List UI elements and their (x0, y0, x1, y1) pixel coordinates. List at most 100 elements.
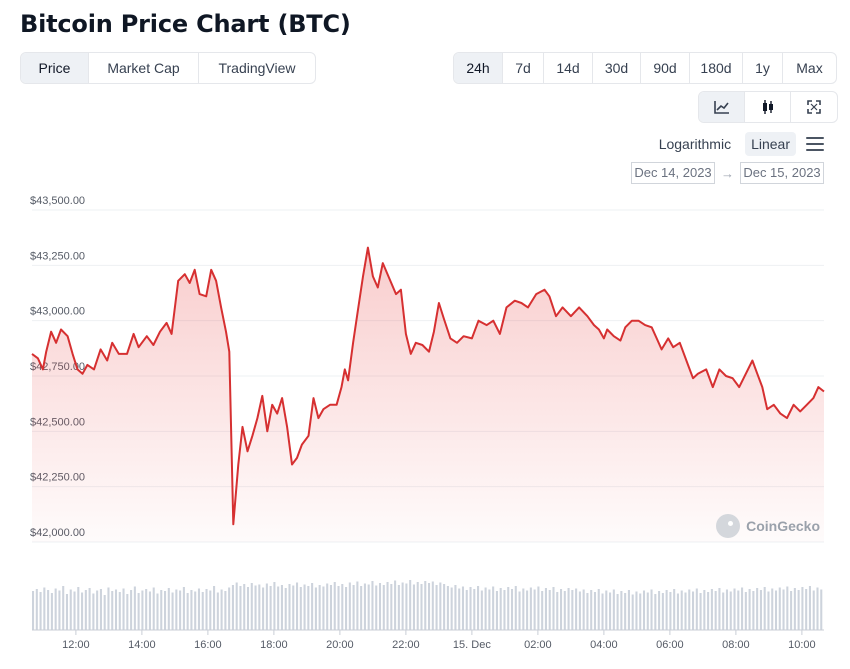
volume-bar (676, 593, 679, 630)
volume-bar (277, 586, 280, 630)
volume-bar (805, 589, 808, 630)
scale-linear[interactable]: Linear (745, 132, 796, 156)
range-1y[interactable]: 1y (743, 53, 783, 83)
range-24h[interactable]: 24h (454, 53, 503, 83)
volume-bar (669, 592, 672, 630)
volume-bar (575, 588, 578, 630)
volume-bar (118, 592, 121, 630)
volume-bar (782, 589, 785, 630)
volume-bar (631, 594, 634, 630)
x-tick-label: 18:00 (260, 639, 288, 651)
volume-bar (790, 591, 793, 630)
volume-bar (593, 592, 597, 630)
volume-bar (145, 589, 148, 630)
volume-bar (258, 584, 261, 630)
volume-bar (680, 590, 683, 630)
volume-bar (492, 586, 495, 630)
price-chart[interactable]: $43,500.00$43,250.00$43,000.00$42,750.00… (0, 190, 850, 669)
volume-bar (688, 589, 691, 630)
volume-bar (220, 589, 223, 630)
volume-bar (548, 590, 551, 630)
volume-bar (337, 586, 340, 630)
date-to-input[interactable] (740, 162, 824, 184)
volume-bar (518, 591, 521, 630)
page-title: Bitcoin Price Chart (BTC) (20, 10, 351, 38)
range-30d[interactable]: 30d (593, 53, 641, 83)
volume-bar (495, 591, 498, 630)
volume-bar (69, 589, 72, 630)
scale-logarithmic[interactable]: Logarithmic (658, 136, 732, 152)
volume-bar (92, 593, 95, 630)
volume-bar (639, 593, 642, 630)
volume-bar (77, 587, 80, 630)
volume-bar (526, 590, 529, 630)
volume-bar (35, 589, 38, 630)
range-tabs: 24h 7d 14d 30d 90d 180d 1y Max (453, 52, 837, 84)
volume-bar (744, 592, 747, 630)
line-chart-button[interactable] (699, 92, 745, 122)
volume-bar (84, 590, 87, 630)
volume-bar (194, 591, 197, 630)
volume-bar (692, 591, 695, 630)
volume-bar (786, 586, 789, 630)
volume-bar (356, 581, 359, 630)
volume-bar (503, 590, 506, 630)
volume-bar (522, 588, 525, 630)
volume-bar (164, 591, 167, 630)
range-max[interactable]: Max (796, 60, 823, 76)
volume-bar (507, 587, 510, 630)
volume-bar (156, 593, 159, 630)
volume-bar (179, 590, 182, 630)
volume-bar (654, 594, 657, 630)
menu-icon[interactable] (806, 137, 824, 151)
volume-bar (665, 590, 668, 630)
volume-bar (590, 590, 593, 630)
volume-bar (209, 590, 212, 630)
volume-bar (367, 584, 370, 630)
volume-bar (480, 590, 483, 630)
volume-bar (537, 586, 540, 630)
tab-price[interactable]: Price (21, 53, 89, 83)
tab-market-cap[interactable]: Market Cap (89, 53, 199, 83)
volume-bar (748, 589, 751, 630)
volume-bar (650, 589, 653, 630)
date-from-input[interactable] (631, 162, 715, 184)
volume-bar (96, 590, 99, 630)
volume-bar (141, 590, 144, 630)
volume-bar (39, 592, 42, 630)
volume-bar (371, 581, 374, 630)
y-tick-label: $43,000.00 (30, 306, 85, 318)
volume-bar (329, 585, 333, 630)
volume-bar (454, 585, 457, 630)
candlestick-button[interactable] (745, 92, 791, 122)
volume-bar (311, 583, 314, 630)
x-tick-label: 02:00 (524, 639, 552, 651)
volume-bar (563, 591, 566, 630)
volume-bar (514, 586, 517, 630)
volume-bar (552, 587, 555, 630)
volume-bar (416, 582, 419, 630)
volume-bar (778, 587, 781, 630)
volume-bar (461, 586, 465, 630)
volume-bar (201, 592, 204, 630)
volume-bar (216, 592, 219, 630)
volume-bar (375, 585, 378, 630)
volume-bar (801, 587, 804, 630)
range-90d[interactable]: 90d (641, 53, 690, 83)
volume-bar (774, 590, 778, 630)
volume-bar (250, 583, 253, 630)
volume-bar (741, 587, 744, 630)
fullscreen-button[interactable] (791, 92, 837, 122)
volume-bar (428, 583, 431, 630)
tab-tradingview[interactable]: TradingView (218, 60, 296, 76)
range-180d[interactable]: 180d (690, 53, 743, 83)
volume-bar (624, 593, 627, 630)
range-14d[interactable]: 14d (544, 53, 593, 83)
date-arrow: → (721, 165, 734, 181)
volume-bar (725, 589, 729, 630)
range-7d[interactable]: 7d (503, 53, 544, 83)
volume-bar (54, 588, 57, 630)
volume-bar (620, 591, 623, 630)
volume-bar (793, 588, 796, 630)
volume-bar (284, 588, 287, 630)
